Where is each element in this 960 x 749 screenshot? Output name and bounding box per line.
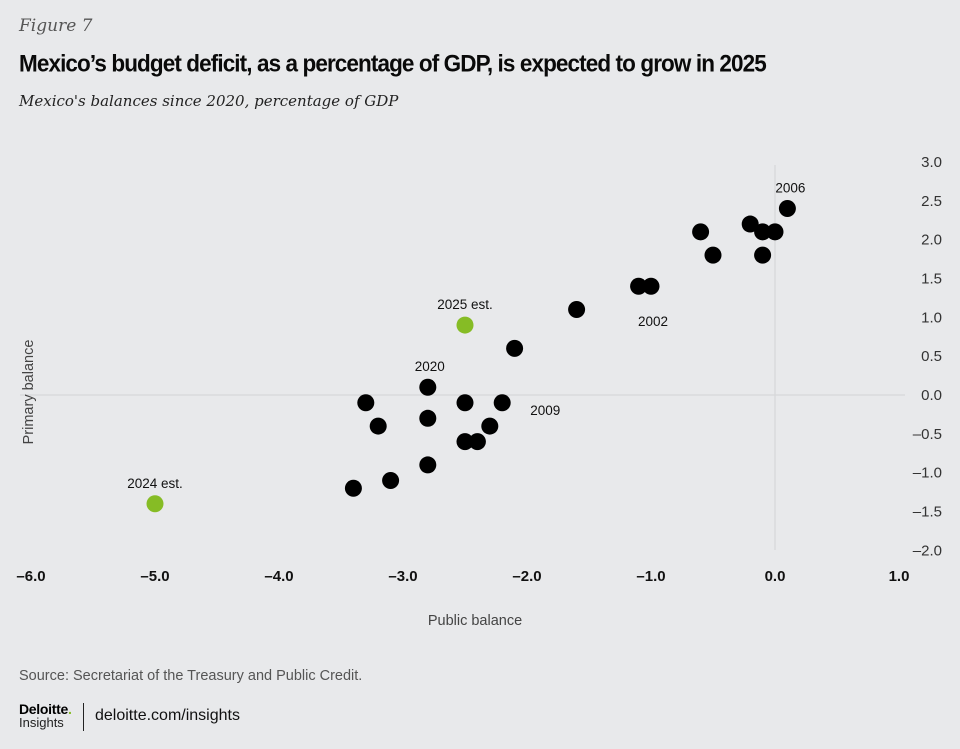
data-point xyxy=(568,301,586,319)
point-label: 2024 est. xyxy=(127,476,183,491)
x-tick-label: –5.0 xyxy=(140,568,169,585)
x-axis-ticks: –6.0 –5.0 –4.0 –3.0 –2.0 –1.0 0.0 1.0 xyxy=(16,568,909,585)
y-tick-label: –0.5 xyxy=(913,426,942,443)
data-point xyxy=(642,277,660,295)
data-point xyxy=(468,433,486,451)
x-tick-label: –6.0 xyxy=(16,568,45,585)
data-point xyxy=(506,339,524,357)
logo-dot: . xyxy=(67,701,72,717)
y-tick-label: 2.5 xyxy=(921,193,942,210)
data-points xyxy=(146,200,796,513)
point-label: 2025 est. xyxy=(437,297,493,312)
data-point xyxy=(419,456,437,474)
data-point xyxy=(493,394,511,412)
data-point xyxy=(419,378,437,396)
logo-brand: Deloitte xyxy=(19,701,68,717)
estimate-point xyxy=(146,495,164,513)
x-tick-label: –3.0 xyxy=(388,568,417,585)
y-axis-ticks: 3.0 2.5 2.0 1.5 1.0 0.5 0.0 –0.5 –1.0 –1.5 –2.0 xyxy=(913,154,942,560)
x-tick-label: 0.0 xyxy=(765,568,786,585)
y-tick-label: 0.0 xyxy=(921,387,942,404)
deloitte-insights-logo: Deloitte. Insights xyxy=(19,701,72,730)
figure-label: Figure 7 xyxy=(19,16,93,36)
x-tick-label: –4.0 xyxy=(264,568,293,585)
y-tick-label: 1.0 xyxy=(921,309,942,326)
data-point xyxy=(766,223,784,241)
data-point xyxy=(754,246,772,264)
y-tick-label: 3.0 xyxy=(921,154,942,171)
point-labels: 2006 2002 2020 2009 2025 est. 2024 est. xyxy=(127,181,805,491)
data-point xyxy=(481,417,499,435)
x-tick-label: 1.0 xyxy=(889,568,910,585)
data-point xyxy=(382,471,400,489)
y-tick-label: 0.5 xyxy=(921,348,942,365)
chart-subtitle: Mexico's balances since 2020, percentage… xyxy=(19,92,399,110)
data-point xyxy=(778,200,796,218)
data-point xyxy=(456,433,474,451)
data-point xyxy=(357,394,375,412)
data-point xyxy=(704,246,722,264)
estimate-point xyxy=(456,316,474,334)
y-tick-label: 2.0 xyxy=(921,232,942,249)
data-point xyxy=(692,223,710,241)
y-tick-label: –2.0 xyxy=(913,542,942,559)
logo-sub: Insights xyxy=(19,715,64,730)
data-point xyxy=(754,223,772,241)
chart-title: Mexico’s budget deficit, as a percentage… xyxy=(19,50,767,77)
logo-divider xyxy=(83,703,84,731)
y-tick-label: –1.5 xyxy=(913,504,942,521)
data-point xyxy=(419,409,437,427)
scatter-chart: 3.0 2.5 2.0 1.5 1.0 0.5 0.0 –0.5 –1.0 –1.5 –2.0 –6… xyxy=(16,154,942,629)
x-axis-label: Public balance xyxy=(428,613,522,629)
y-axis-label: Primary balance xyxy=(21,340,37,445)
y-tick-label: –1.0 xyxy=(913,465,942,482)
data-point xyxy=(741,215,759,233)
data-point xyxy=(344,479,362,497)
x-tick-label: –1.0 xyxy=(636,568,665,585)
data-point xyxy=(369,417,387,435)
y-tick-label: 1.5 xyxy=(921,270,942,287)
point-label: 2006 xyxy=(775,181,805,196)
reference-lines xyxy=(20,165,905,550)
site-link[interactable]: deloitte.com/insights xyxy=(95,707,240,724)
data-point xyxy=(630,277,648,295)
x-tick-label: –2.0 xyxy=(512,568,541,585)
point-label: 2002 xyxy=(638,314,668,329)
point-label: 2020 xyxy=(415,359,445,374)
data-point xyxy=(456,394,474,412)
point-label: 2009 xyxy=(530,403,560,418)
source-note: Source: Secretariat of the Treasury and … xyxy=(19,668,363,684)
